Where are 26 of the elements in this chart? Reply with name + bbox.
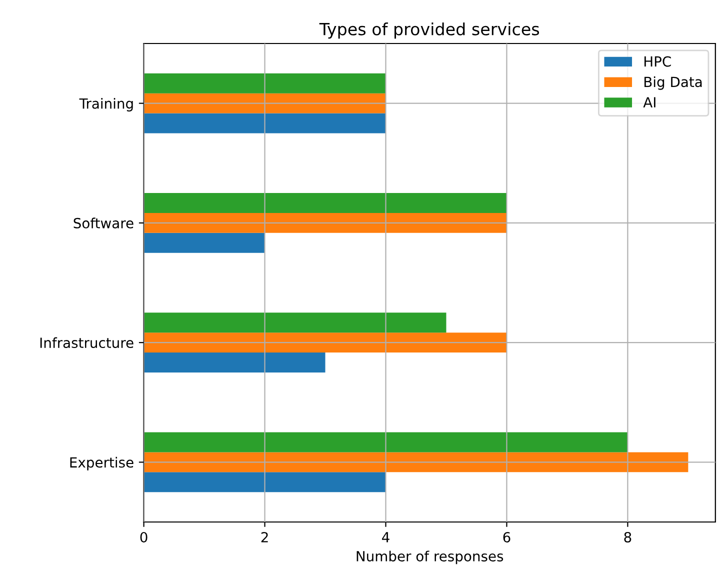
x-tick-label: 6 [503,532,510,542]
legend-label: HPC [644,56,671,67]
bar [144,232,265,253]
y-tick-label: Training [79,98,133,112]
y-tick-label: Software [74,218,134,228]
x-tick-label: 0 [140,532,148,542]
bar [144,93,386,114]
bar [144,352,326,372]
legend-label: AI [643,97,656,108]
bar [144,312,446,333]
legend-label: Big Data [644,76,702,90]
x-tick-label: 8 [624,532,632,542]
bar [144,73,386,94]
x-axis-title: Number of responses [356,550,504,564]
bar [144,113,386,134]
bar [144,472,386,492]
bar [144,212,507,233]
y-tick-label: Expertise [70,456,134,470]
bar [144,193,507,213]
y-tick-label: Infrastructure [40,337,134,348]
x-tick-label: 2 [261,532,268,542]
bar [144,452,688,472]
bar [144,332,507,353]
chart-title: Types of provided services [319,22,540,39]
x-tick-label: 4 [382,532,390,542]
bar [144,432,628,452]
